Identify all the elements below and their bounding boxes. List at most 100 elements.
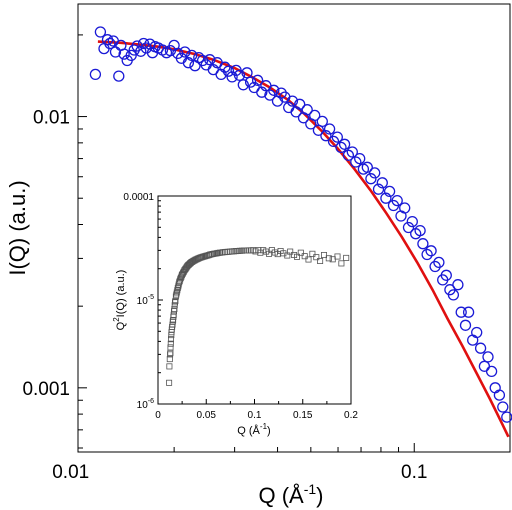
data-point xyxy=(350,156,362,168)
data-point xyxy=(471,326,483,339)
main-axis-ticks xyxy=(78,34,415,452)
inset-data-point xyxy=(313,254,320,261)
data-point xyxy=(402,221,415,234)
data-point xyxy=(294,98,306,110)
data-point xyxy=(268,84,280,96)
data-point xyxy=(354,152,366,165)
main-x-tick-label: 0.01 xyxy=(52,462,89,483)
inset-y-axis-label: Q2I(Q) (a.u.) xyxy=(112,270,127,331)
main-tick-labels: 0.01 0.1 0.001 0.01 xyxy=(22,108,427,483)
data-point xyxy=(376,177,388,189)
inset-data-point xyxy=(172,297,179,304)
data-point xyxy=(118,48,130,60)
inset-data-point xyxy=(173,291,180,298)
inset-data-point xyxy=(297,249,304,256)
data-point xyxy=(369,167,381,179)
inset-data-point xyxy=(167,344,174,351)
data-point xyxy=(125,49,137,62)
inset-data-markers xyxy=(166,247,350,386)
data-point xyxy=(320,130,332,142)
inset-data-point xyxy=(171,305,178,312)
data-point xyxy=(309,109,321,122)
inset-x-tick-label: 0 xyxy=(155,410,161,421)
data-point xyxy=(179,46,191,58)
data-point xyxy=(372,183,385,195)
inset-data-point xyxy=(173,289,180,296)
data-point xyxy=(429,260,441,273)
data-point xyxy=(342,149,355,161)
inset-x-axis-label: Q (Å-1) xyxy=(237,422,270,437)
inset-x-tick-label: 0.15 xyxy=(293,410,313,421)
inset-data-point xyxy=(171,299,178,306)
inset-data-point xyxy=(334,253,341,260)
data-point xyxy=(493,389,506,401)
inset-y-tick-label: 10-5 xyxy=(137,294,154,307)
data-point xyxy=(301,104,313,116)
inset-y-tick-label: 10-6 xyxy=(137,398,154,411)
inset-data-point xyxy=(167,340,174,347)
inset-data-point xyxy=(343,254,350,261)
inset-data-point xyxy=(198,254,205,261)
inset-axis-ticks xyxy=(157,200,352,405)
data-point xyxy=(421,248,433,261)
data-point xyxy=(497,401,509,413)
data-point xyxy=(182,57,195,69)
inset-data-point xyxy=(338,260,345,267)
data-point xyxy=(346,146,358,158)
data-point xyxy=(380,192,392,204)
data-point xyxy=(462,306,475,318)
data-point xyxy=(233,69,246,81)
data-point xyxy=(186,49,198,62)
data-point xyxy=(94,26,107,38)
data-point xyxy=(331,131,343,143)
inset-data-point xyxy=(301,253,308,260)
inset-x-tick-label: 0.1 xyxy=(248,410,262,421)
data-point xyxy=(433,256,445,269)
fit-line xyxy=(97,40,510,438)
inset-data-point xyxy=(174,285,181,292)
data-point xyxy=(391,194,403,207)
data-point xyxy=(113,70,125,82)
main-y-tick-label: 0.01 xyxy=(33,108,70,129)
inset-data-point xyxy=(166,363,173,370)
inset-data-point xyxy=(309,250,316,257)
inset-data-point xyxy=(305,256,312,263)
data-point xyxy=(89,68,102,81)
data-point xyxy=(383,185,396,198)
inset-data-point xyxy=(293,253,300,260)
data-point xyxy=(237,79,249,91)
data-point xyxy=(338,138,351,150)
data-point xyxy=(440,269,452,281)
data-point xyxy=(474,342,487,354)
main-y-axis-label: I(Q) (a.u.) xyxy=(5,180,30,275)
inset-y-tick-label: 0.0001 xyxy=(123,192,154,203)
inset-x-tick-label: 0.05 xyxy=(197,410,217,421)
data-point xyxy=(104,37,116,50)
inset-tick-labels: 0 0.05 0.1 0.15 0.2 10-6 10-5 0.0001 xyxy=(123,192,358,421)
data-point xyxy=(219,61,231,73)
data-point xyxy=(478,360,491,372)
data-point xyxy=(275,87,287,99)
data-point xyxy=(425,245,437,257)
inset-data-point xyxy=(287,248,294,255)
data-point xyxy=(323,123,336,135)
main-fit-curve xyxy=(97,40,510,438)
data-point xyxy=(452,279,464,291)
data-point xyxy=(316,115,328,128)
data-point xyxy=(222,65,235,77)
data-point xyxy=(365,173,377,185)
inset-data-point xyxy=(176,278,183,285)
data-point xyxy=(251,74,264,86)
data-point xyxy=(399,202,411,214)
inset-data-point xyxy=(166,379,173,386)
main-data-markers xyxy=(89,26,512,423)
data-point xyxy=(226,71,238,83)
inset-data-point xyxy=(170,311,177,318)
inset-data-point xyxy=(166,356,173,363)
main-plot-frame xyxy=(77,3,511,453)
data-point xyxy=(414,224,426,237)
inset-data-point xyxy=(325,255,332,262)
main-x-tick-label: 0.1 xyxy=(401,462,427,483)
inset-x-tick-label: 0.2 xyxy=(344,410,358,421)
